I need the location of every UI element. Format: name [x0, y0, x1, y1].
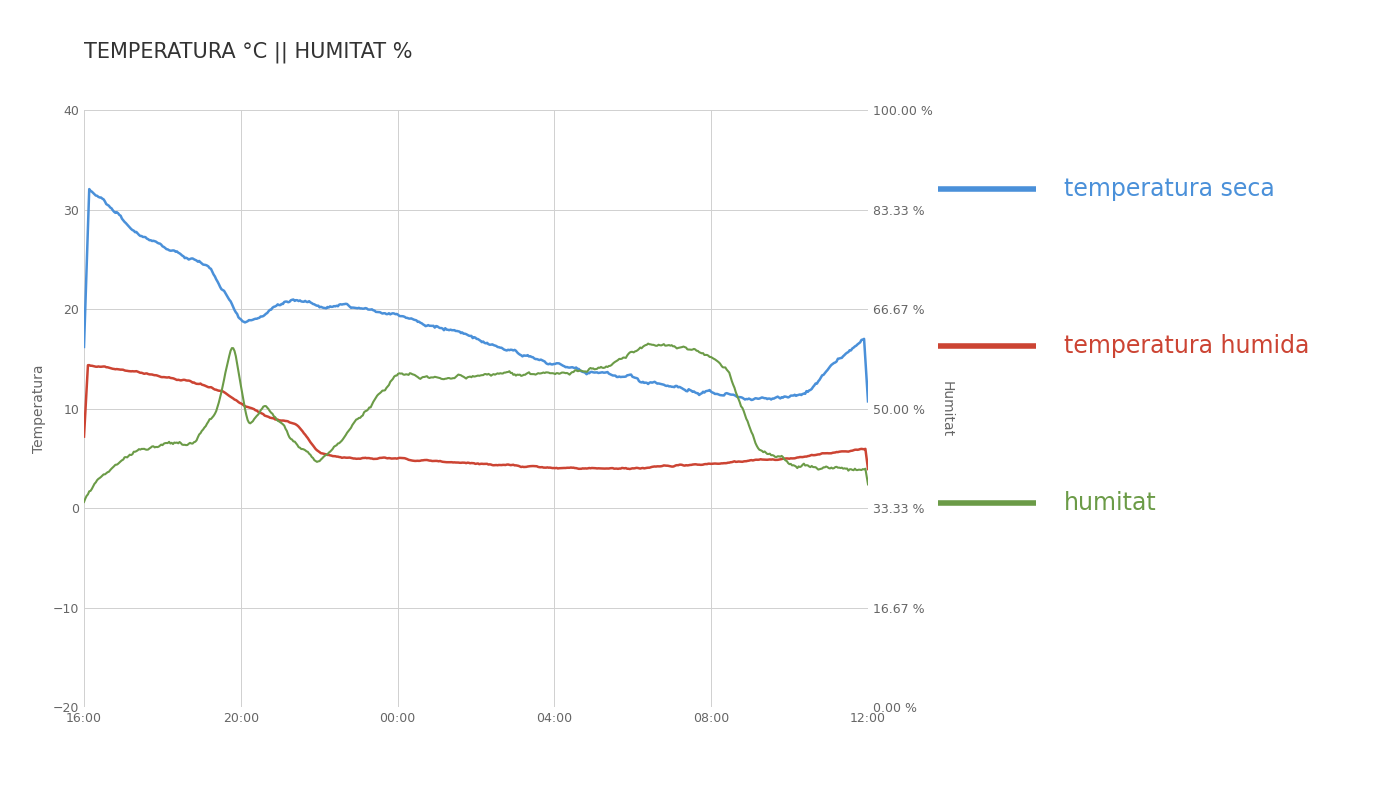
- temperatura seca: [216, 286, 232, 296]
- Line: temperatura humida: temperatura humida: [84, 365, 868, 469]
- Y-axis label: Humitat: Humitat: [939, 380, 953, 437]
- temperatura humida: [81, 361, 98, 370]
- humitat: [430, 373, 447, 383]
- temperatura seca: [601, 369, 617, 378]
- Text: TEMPERATURA °C || HUMITAT %: TEMPERATURA °C || HUMITAT %: [84, 42, 413, 63]
- temperatura seca: [539, 359, 556, 369]
- humitat: [76, 498, 92, 507]
- temperatura seca: [279, 297, 295, 307]
- Text: temperatura humida: temperatura humida: [1064, 334, 1309, 358]
- temperatura humida: [279, 417, 295, 426]
- humitat: [640, 339, 657, 348]
- temperatura humida: [860, 465, 876, 474]
- Y-axis label: Temperatura: Temperatura: [32, 365, 46, 453]
- temperatura humida: [601, 464, 617, 473]
- temperatura humida: [669, 461, 686, 470]
- temperatura humida: [216, 387, 232, 397]
- temperatura seca: [76, 342, 92, 351]
- temperatura humida: [539, 463, 556, 472]
- Line: humitat: humitat: [84, 343, 868, 502]
- Line: temperatura seca: temperatura seca: [84, 189, 868, 402]
- humitat: [668, 343, 685, 352]
- temperatura seca: [668, 381, 685, 391]
- temperatura seca: [81, 185, 98, 194]
- humitat: [538, 368, 554, 377]
- temperatura seca: [860, 397, 876, 406]
- temperatura humida: [431, 456, 448, 465]
- Text: temperatura seca: temperatura seca: [1064, 177, 1275, 200]
- Text: humitat: humitat: [1064, 491, 1156, 515]
- temperatura humida: [76, 432, 92, 441]
- humitat: [860, 479, 876, 489]
- humitat: [214, 381, 231, 391]
- temperatura humida: [622, 465, 638, 474]
- humitat: [599, 362, 616, 372]
- temperatura seca: [431, 323, 448, 332]
- humitat: [277, 424, 294, 434]
